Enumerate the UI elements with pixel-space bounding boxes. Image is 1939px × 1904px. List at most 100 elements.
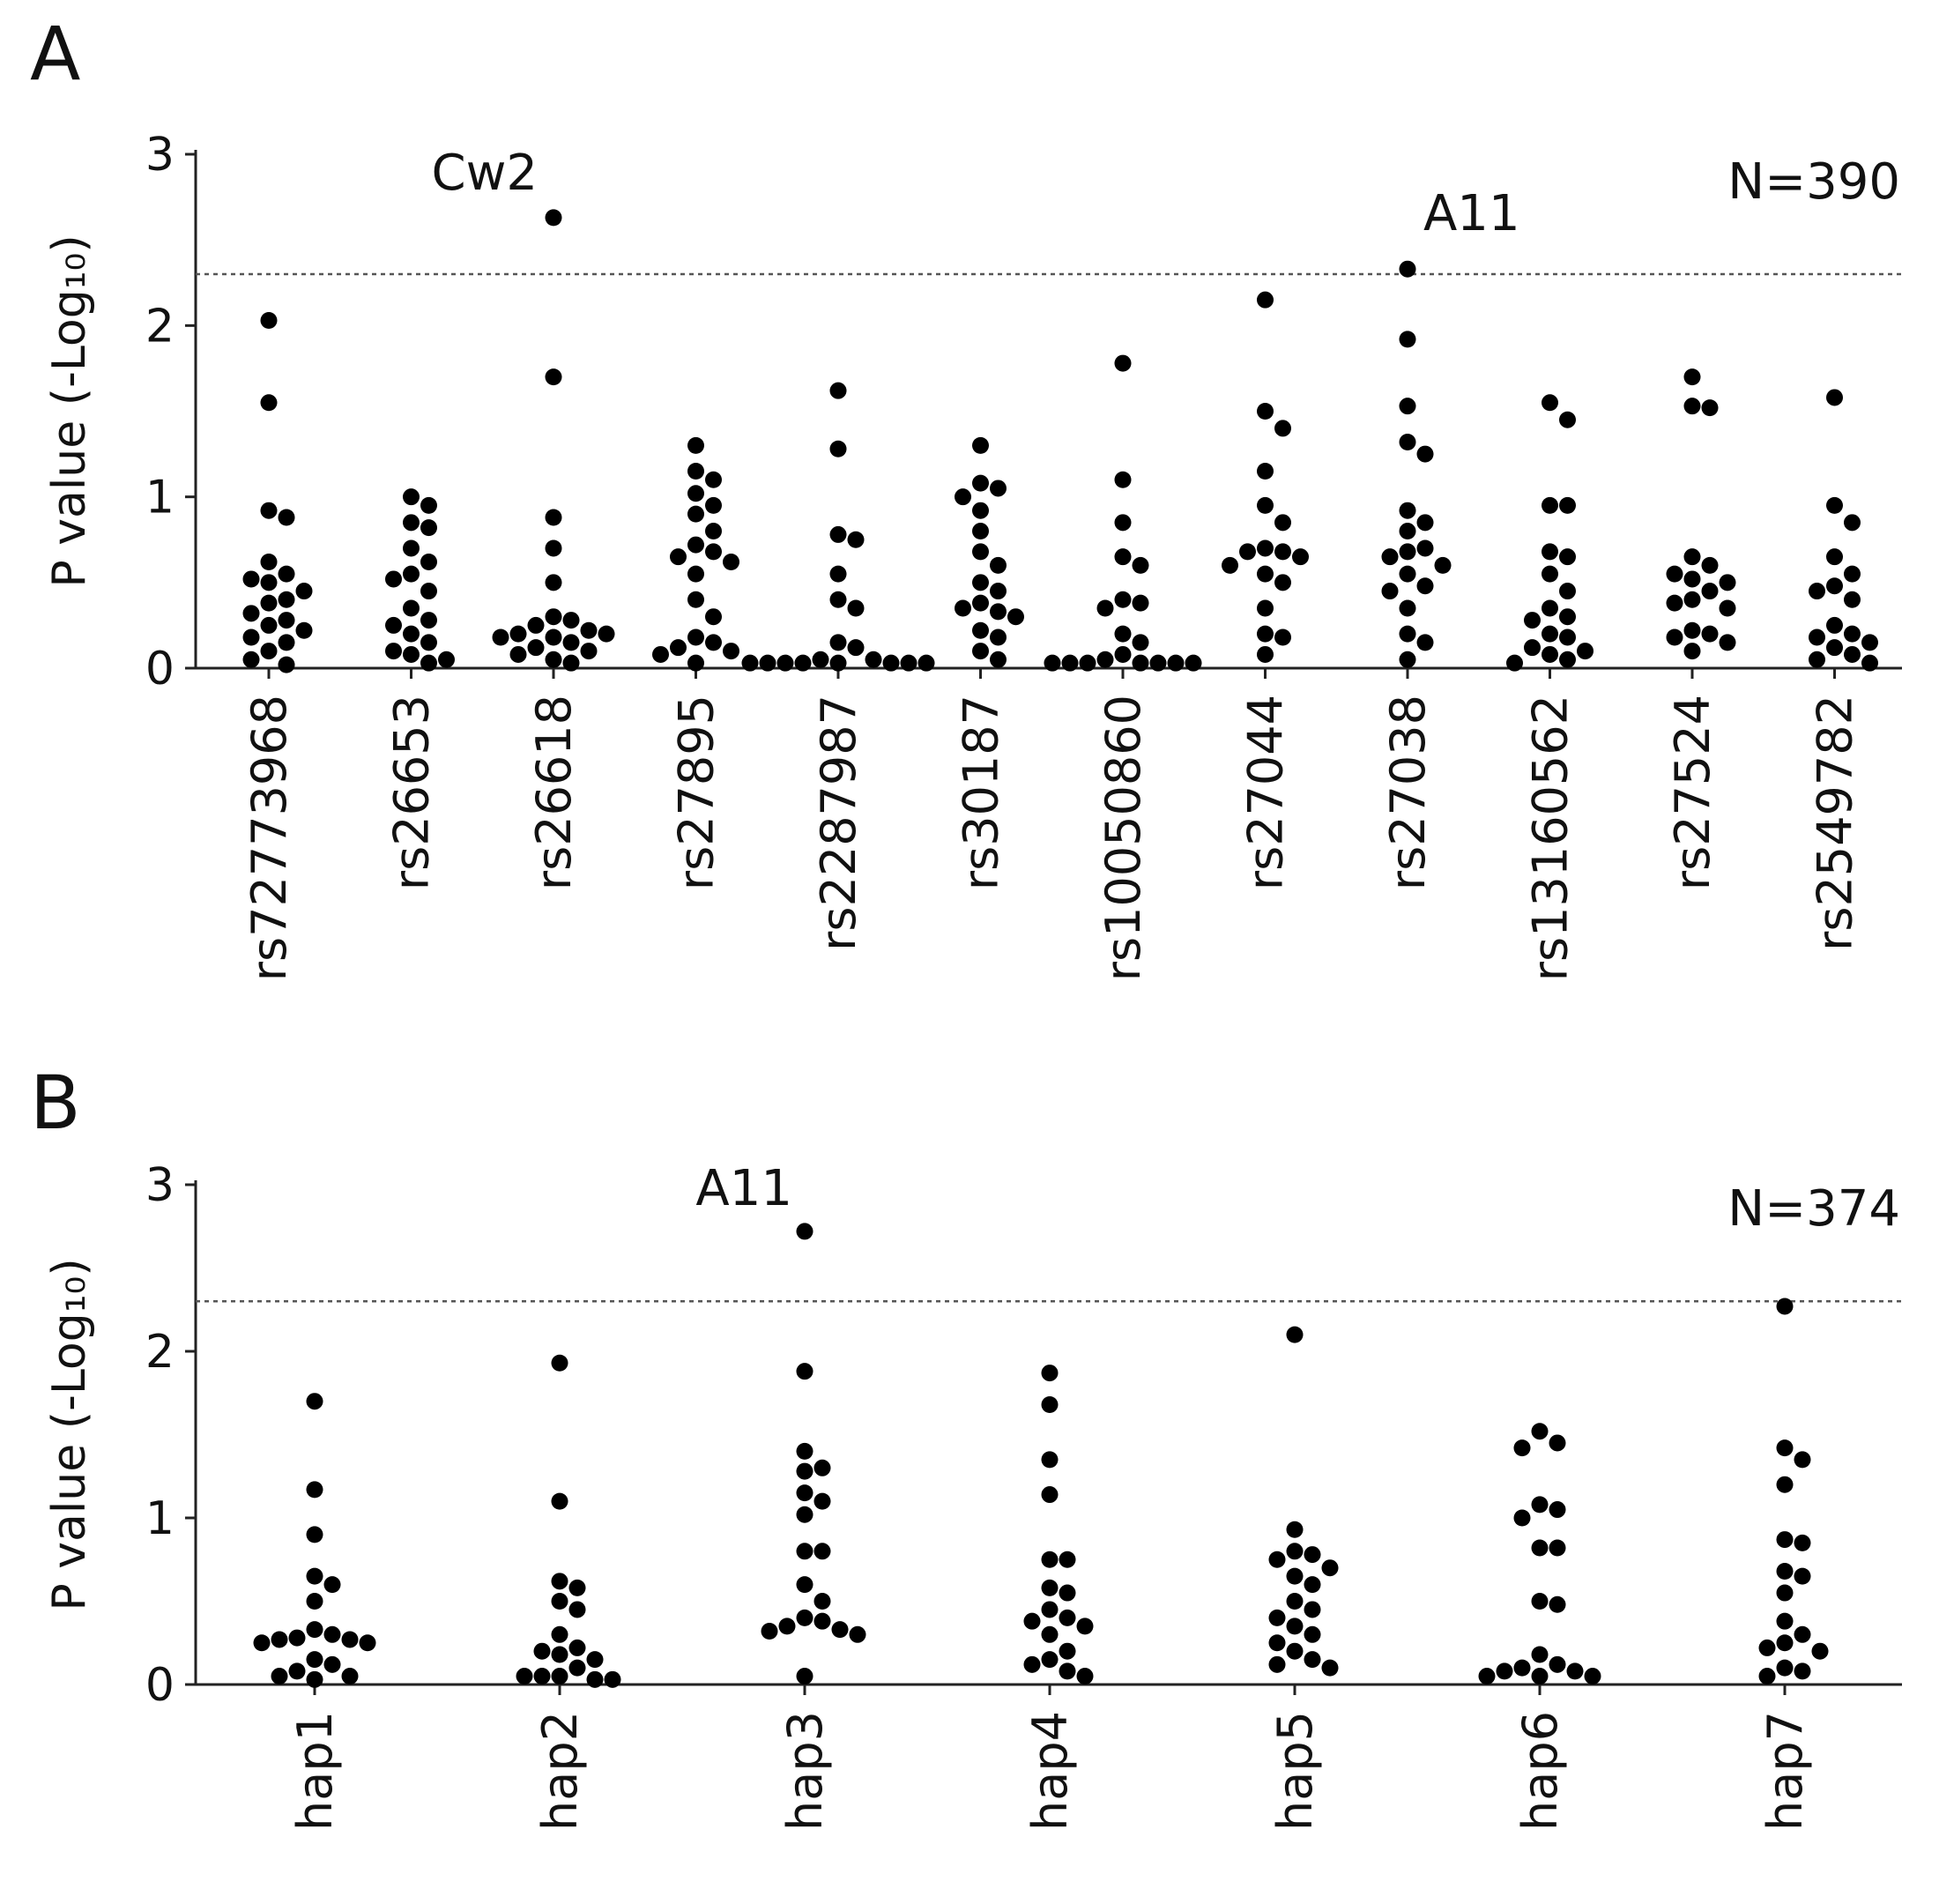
data-point: [1286, 1567, 1304, 1585]
data-point: [403, 599, 420, 617]
data-point: [1304, 1651, 1321, 1669]
data-point: [1061, 654, 1079, 672]
x-tick-label: rs26653: [384, 695, 440, 890]
data-point: [796, 1543, 813, 1560]
data-point: [705, 634, 722, 651]
data-point: [1826, 577, 1843, 595]
data-point: [796, 1576, 813, 1594]
y-tick-label: 0: [145, 643, 175, 695]
data-point: [955, 488, 971, 506]
data-point: [1719, 599, 1736, 617]
data-point: [1559, 411, 1576, 428]
data-point: [260, 616, 278, 634]
data-point: [278, 591, 295, 608]
data-point: [306, 1651, 323, 1669]
data-point: [990, 556, 1007, 574]
data-point: [1041, 1651, 1059, 1669]
data-point: [1399, 543, 1416, 561]
data-point: [509, 645, 527, 663]
data-point: [278, 509, 295, 526]
data-point: [1041, 1551, 1059, 1568]
data-point: [1531, 1539, 1549, 1557]
data-point: [796, 1462, 813, 1480]
data-point: [723, 643, 739, 660]
data-point: [271, 1668, 288, 1685]
data-point: [1542, 565, 1558, 583]
data-point: [865, 651, 882, 668]
data-point: [1416, 577, 1434, 595]
data-point: [1268, 1551, 1286, 1568]
data-point: [604, 1670, 621, 1688]
data-point: [1559, 651, 1576, 668]
data-point: [1584, 1668, 1601, 1685]
annotation: A11: [695, 1160, 792, 1217]
data-point: [829, 440, 847, 457]
data-point: [1542, 599, 1558, 617]
data-point: [1257, 539, 1274, 557]
data-point: [1286, 1618, 1304, 1635]
data-point: [1059, 1551, 1076, 1568]
data-point: [253, 1634, 271, 1652]
x-tick-label: hap3: [777, 1711, 833, 1831]
data-point: [972, 436, 989, 454]
data-point: [1286, 1521, 1304, 1538]
data-point: [562, 612, 580, 629]
panel-label: A: [30, 11, 80, 97]
data-point: [1844, 565, 1861, 583]
x-tick-label: rs27895: [669, 695, 724, 890]
data-point: [687, 436, 704, 454]
data-point: [492, 628, 509, 646]
data-point: [260, 312, 278, 330]
data-point: [580, 643, 598, 660]
data-point: [1542, 394, 1558, 412]
data-point: [1023, 1612, 1041, 1630]
data-point: [1304, 1546, 1321, 1564]
data-point: [687, 485, 704, 502]
data-point: [829, 565, 847, 583]
data-point: [705, 496, 722, 514]
data-point: [562, 634, 580, 651]
data-point: [1399, 523, 1416, 540]
data-point: [1861, 634, 1878, 651]
data-point: [1257, 291, 1274, 309]
data-point: [1542, 625, 1558, 643]
data-point: [1096, 599, 1114, 617]
data-point: [1776, 1298, 1794, 1315]
data-point: [1274, 628, 1291, 646]
data-point: [278, 656, 295, 673]
data-point: [242, 605, 260, 622]
data-point: [1114, 645, 1132, 663]
data-point: [1566, 1662, 1584, 1680]
data-point: [1666, 594, 1683, 612]
x-tick-label: hap2: [532, 1711, 588, 1831]
data-point: [568, 1601, 586, 1618]
data-point: [687, 654, 704, 672]
data-point: [1399, 398, 1416, 415]
data-point: [1794, 1625, 1811, 1643]
data-point: [1114, 514, 1132, 532]
data-point: [260, 394, 278, 412]
data-point: [1416, 514, 1434, 532]
data-point: [1844, 591, 1861, 608]
data-point: [1683, 548, 1701, 566]
data-point: [1286, 1642, 1304, 1660]
data-point: [551, 1646, 568, 1663]
data-point: [359, 1634, 376, 1652]
data-point: [1399, 651, 1416, 668]
data-point: [527, 616, 545, 634]
data-point: [580, 621, 598, 639]
data-point: [1399, 260, 1416, 278]
data-point: [1826, 639, 1843, 657]
data-point: [687, 536, 704, 554]
data-point: [403, 645, 420, 663]
data-point: [1542, 543, 1558, 561]
data-point: [1559, 583, 1576, 600]
data-point: [1023, 1655, 1041, 1673]
data-point: [1577, 643, 1594, 660]
data-point: [1274, 420, 1291, 437]
data-point: [403, 539, 420, 557]
x-tick-label: rs13160562: [1523, 695, 1579, 981]
data-point: [545, 651, 562, 668]
data-point: [1531, 1423, 1549, 1440]
data-point: [288, 1629, 306, 1647]
